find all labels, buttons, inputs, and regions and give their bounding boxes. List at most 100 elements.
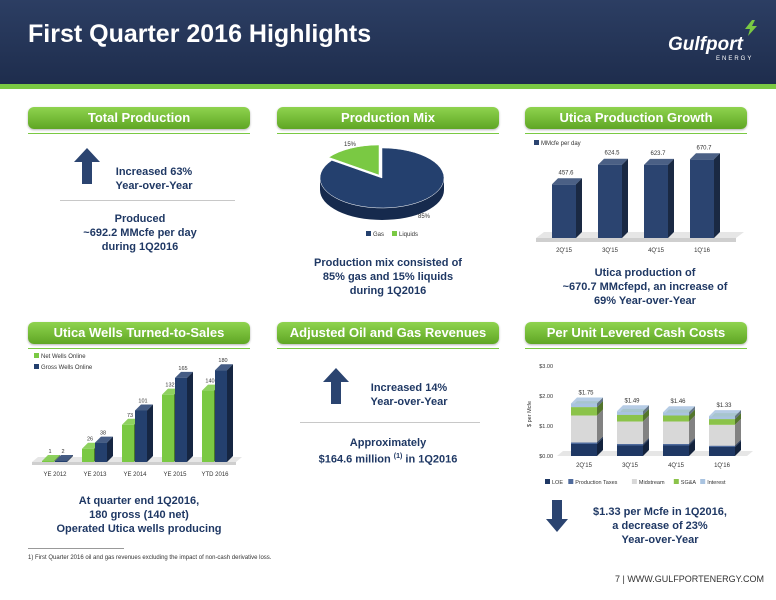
growth-bar-top [644, 158, 674, 165]
arrow-up-icon [323, 368, 349, 404]
growth-tick-label: 4Q'15 [648, 248, 664, 254]
header-accent-line [0, 84, 776, 89]
costs-segment-side [689, 409, 695, 422]
costs-y-tick: $3.00 [539, 364, 553, 370]
wells-data-label: 2 [61, 449, 64, 455]
costs-segment [571, 444, 597, 456]
total-produced-line1: Produced [114, 213, 166, 225]
costs-segment-side [689, 438, 695, 446]
legend-swatch [673, 479, 679, 484]
pill-total-production: Total Production [28, 107, 250, 129]
wells-caption-line3: Operated Utica wells producing [56, 523, 222, 535]
costs-segment [709, 416, 735, 420]
growth-data-label: 624.5 [604, 151, 620, 157]
growth-bar-top [598, 158, 628, 165]
growth-bar [644, 164, 668, 238]
growth-bar-top [552, 178, 582, 185]
total-produced: Produced ~692.2 MMcfe per day during 1Q2… [40, 212, 240, 254]
mix-caption-line1: Production mix consisted of [314, 257, 462, 269]
wells-bar-side [107, 436, 113, 462]
pie-slice-gas [319, 147, 445, 209]
divider-line [277, 348, 499, 349]
footnote-ref: (1) [393, 453, 403, 460]
costs-segment-side [735, 418, 741, 446]
growth-bar [598, 164, 622, 238]
logo-text: Gulfport [668, 34, 743, 55]
costs-y-tick: $0.00 [539, 454, 553, 460]
wells-bar-side [147, 404, 153, 462]
costs-segment-side [643, 415, 649, 444]
costs-total-label: $1.49 [624, 398, 640, 404]
arrow-up-icon [74, 148, 100, 184]
divider [60, 200, 235, 201]
legend-swatch [631, 479, 637, 484]
page-title: First Quarter 2016 Highlights [28, 20, 372, 48]
costs-segment-side [643, 439, 649, 456]
wells-data-label: 26 [87, 437, 93, 443]
costs-segment [709, 445, 735, 447]
costs-caption: $1.33 per Mcfe in 1Q2016, a decrease of … [575, 505, 745, 547]
wells-bar [162, 394, 174, 462]
floor-edge [32, 462, 236, 465]
wells-data-label: 132 [165, 383, 174, 389]
costs-y-tick: $1.00 [539, 424, 553, 430]
growth-bar-side [576, 178, 582, 238]
costs-segment-side [735, 439, 741, 447]
legend-label: LOE [552, 480, 563, 486]
wells-bar [95, 442, 107, 462]
costs-segment [571, 415, 597, 443]
costs-segment [617, 421, 643, 444]
revenue-increase: Increased 14% Year-over-Year [354, 381, 464, 409]
legend-label: Net Wells Online [41, 354, 86, 360]
legend-label: Interest [707, 480, 726, 486]
mix-caption: Production mix consisted of 85% gas and … [277, 256, 499, 298]
footnote: 1) First Quarter 2016 oil and gas revenu… [28, 555, 272, 561]
revenue-increase-line2: Year-over-Year [370, 396, 448, 408]
wells-data-label: 38 [100, 431, 106, 437]
legend-swatch-liquids [392, 231, 397, 236]
wells-bar-top [55, 454, 73, 461]
legend-label: Gross Wells Online [41, 365, 93, 371]
wells-bar [202, 390, 214, 462]
costs-segment-side [643, 438, 649, 446]
revenue-amount: $164.6 million [318, 453, 394, 466]
pie-depth [320, 178, 444, 220]
lightning-icon [745, 20, 757, 36]
costs-segment [571, 407, 597, 416]
costs-segment-side [689, 406, 695, 416]
growth-bar-top [690, 153, 720, 160]
costs-segment-side [597, 401, 603, 416]
pie-label-liquids: 15% [344, 142, 357, 148]
floor-edge [536, 238, 736, 242]
total-produced-line2: ~692.2 MMcfe per day [83, 227, 197, 239]
costs-segment-side [689, 439, 695, 456]
wells-bar-top [135, 404, 153, 411]
costs-caption-line1: $1.33 per Mcfe in 1Q2016, [593, 506, 727, 518]
growth-caption-line2: ~670.7 MMcfepd, an increase of [562, 281, 728, 293]
wells-bar-side [187, 371, 193, 462]
wells-caption: At quarter end 1Q2016, 180 gross (140 ne… [28, 494, 250, 536]
costs-segment [617, 445, 643, 456]
arrow-down-icon [546, 500, 568, 532]
revenue-approx-line2: $164.6 million (1) in 1Q2016 [277, 450, 499, 467]
costs-segment-side [597, 436, 603, 444]
total-increase: Increased 63% Year-over-Year [104, 165, 204, 193]
costs-segment [663, 412, 689, 416]
costs-tick-label: 3Q'15 [622, 463, 638, 469]
cash-costs-chart: $0.00 $1.00 $2.00 $3.00 $ per Mcfe $1.75 2Q'15… [527, 364, 753, 486]
wells-bar-side [67, 454, 73, 462]
legend-label: SG&A [681, 480, 697, 486]
wells-bar [215, 370, 227, 462]
revenue-approx-line1: Approximately [349, 437, 427, 449]
wells-caption-line1: At quarter end 1Q2016, [78, 495, 200, 507]
costs-total-label: $1.75 [578, 391, 594, 397]
wells-tick-label: YE 2015 [163, 472, 187, 478]
wells-bar [122, 424, 134, 462]
pill-utica-wells: Utica Wells Turned-to-Sales [28, 322, 250, 344]
costs-segment-top [663, 406, 695, 413]
growth-caption-line3: 69% Year-over-Year [594, 295, 696, 307]
total-increase-line1: Increased 63% [115, 166, 193, 178]
header-bar [0, 0, 776, 84]
costs-segment-side [735, 410, 741, 420]
legend-swatch [700, 479, 706, 484]
